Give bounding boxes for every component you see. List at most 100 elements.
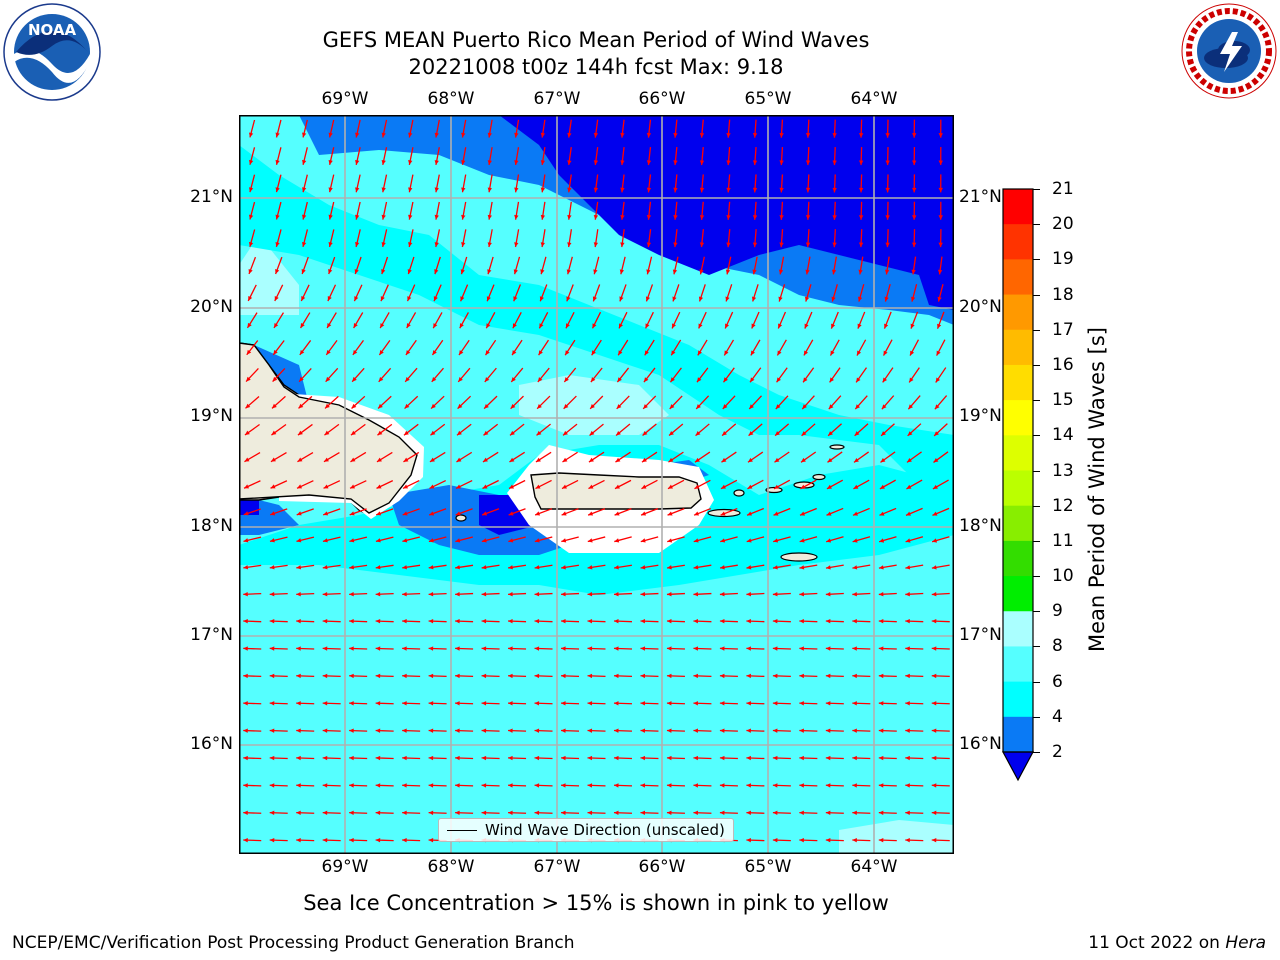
wind-arrow-head bbox=[804, 296, 810, 302]
wind-arrow-head bbox=[693, 646, 699, 651]
wind-arrow-head bbox=[696, 377, 702, 383]
wind-arrow-head bbox=[726, 242, 731, 248]
wind-arrow-head bbox=[799, 646, 804, 651]
wind-arrow-head bbox=[832, 187, 837, 193]
lat-tick-right-6: 16°N bbox=[959, 734, 1002, 754]
wind-arrow-head bbox=[269, 538, 275, 543]
wind-arrow-head bbox=[349, 728, 354, 733]
wind-arrow-head bbox=[508, 673, 513, 679]
wind-arrow-head bbox=[375, 755, 381, 761]
wind-arrow-head bbox=[324, 430, 330, 436]
wind-arrow-head bbox=[296, 755, 301, 761]
wind-arrow-head bbox=[514, 187, 519, 193]
map-title: GEFS MEAN Puerto Rico Mean Period of Win… bbox=[322, 28, 870, 52]
wind-arrow-head bbox=[534, 538, 540, 543]
wind-arrow-head bbox=[878, 810, 884, 815]
wind-arrow-head bbox=[539, 296, 544, 302]
wind-arrow-head bbox=[403, 430, 409, 436]
wind-arrow-head bbox=[375, 728, 381, 733]
wind-arrow-head bbox=[878, 565, 884, 570]
wind-arrow-head bbox=[405, 376, 410, 382]
wind-arrow-head bbox=[561, 755, 566, 761]
wind-arrow-head bbox=[640, 619, 646, 624]
wind-arrow-head bbox=[800, 511, 806, 516]
lat-tick-right-1: 21°N bbox=[959, 187, 1002, 207]
wind-arrow-head bbox=[381, 242, 386, 247]
wind-arrow-head bbox=[323, 457, 329, 462]
wind-arrow-head bbox=[428, 783, 434, 788]
map-panel: Wind Wave Direction (unscaled) bbox=[238, 115, 954, 854]
wind-arrow-head bbox=[381, 269, 386, 275]
wind-arrow-head bbox=[931, 728, 937, 733]
colorbar-bin bbox=[1003, 435, 1033, 471]
credit-right-host: Hera bbox=[1225, 933, 1266, 953]
wind-arrow-head bbox=[455, 810, 460, 815]
wind-arrow-head bbox=[408, 160, 413, 165]
wind-arrow-head bbox=[693, 701, 699, 706]
wind-arrow-head bbox=[296, 783, 301, 788]
wind-arrow-head bbox=[643, 377, 649, 383]
wind-arrow-head bbox=[322, 701, 328, 706]
wind-arrow-head bbox=[297, 430, 303, 436]
wind-arrow-head bbox=[588, 457, 594, 463]
wind-arrow-head bbox=[428, 538, 434, 543]
wind-arrow-head bbox=[351, 403, 357, 409]
wind-arrow-head bbox=[428, 701, 434, 706]
wind-arrow-head bbox=[778, 269, 784, 275]
wind-arrow-head bbox=[481, 755, 487, 761]
wind-arrow-head bbox=[481, 646, 487, 651]
wind-arrow-head bbox=[805, 269, 810, 275]
wind-arrow-head bbox=[693, 783, 699, 788]
wind-arrow-head bbox=[381, 187, 386, 193]
wind-arrow-head bbox=[878, 673, 884, 679]
wind-arrow-head bbox=[429, 511, 435, 516]
wind-arrow-head bbox=[719, 783, 725, 788]
wind-arrow-head bbox=[269, 755, 275, 761]
wind-arrow-head bbox=[613, 673, 619, 679]
wind-arrow-head bbox=[350, 430, 356, 436]
land-virgin-gorda bbox=[812, 473, 826, 481]
wind-arrow-head bbox=[455, 619, 460, 624]
lat-tick-right-5: 17°N bbox=[959, 625, 1002, 645]
wind-arrow-head bbox=[695, 431, 701, 436]
wind-arrow-head bbox=[349, 565, 355, 570]
wind-arrow-head bbox=[248, 295, 253, 301]
wind-arrow-head bbox=[514, 132, 519, 138]
wind-arrow-head bbox=[885, 187, 890, 193]
wind-arrow-head bbox=[752, 242, 758, 248]
wind-arrow-head bbox=[720, 484, 726, 489]
wind-arrow-head bbox=[433, 323, 438, 329]
wind-arrow-head bbox=[773, 484, 779, 489]
wind-arrow-head bbox=[349, 755, 354, 761]
wind-arrow-head bbox=[885, 215, 890, 220]
wind-arrow-head bbox=[322, 538, 328, 543]
colorbar-tick-label: 20 bbox=[1052, 214, 1074, 235]
wind-arrow-head bbox=[774, 457, 780, 463]
colorbar-bin bbox=[1003, 505, 1033, 542]
colorbar-bin bbox=[1003, 294, 1033, 331]
wind-arrow-head bbox=[825, 646, 831, 651]
wind-arrow-head bbox=[513, 269, 518, 275]
wind-arrow-head bbox=[482, 511, 488, 516]
wind-arrow-head bbox=[906, 458, 912, 463]
wind-arrow-head bbox=[937, 323, 942, 329]
wind-arrow-head bbox=[593, 242, 599, 248]
wind-arrow-head bbox=[881, 404, 887, 410]
wind-arrow-head bbox=[931, 646, 937, 651]
wind-arrow-head bbox=[777, 350, 782, 356]
lon-tick-bottom-1: 69°W bbox=[321, 857, 369, 877]
wind-arrow-head bbox=[248, 268, 253, 274]
lat-tick-left-1: 21°N bbox=[190, 187, 233, 207]
wind-arrow-head bbox=[322, 783, 328, 788]
wind-arrow-head bbox=[725, 296, 730, 302]
wind-arrow-head bbox=[938, 242, 943, 248]
wind-arrow-head bbox=[379, 350, 384, 355]
wind-arrow-head bbox=[938, 215, 943, 220]
wind-arrow-head bbox=[885, 133, 890, 138]
map-legend: Wind Wave Direction (unscaled) bbox=[438, 818, 734, 842]
wind-arrow-head bbox=[567, 214, 572, 220]
wind-arrow-head bbox=[298, 403, 304, 409]
wind-arrow-head bbox=[720, 565, 725, 570]
wind-arrow-head bbox=[322, 646, 328, 651]
wind-arrow-head bbox=[434, 187, 439, 193]
